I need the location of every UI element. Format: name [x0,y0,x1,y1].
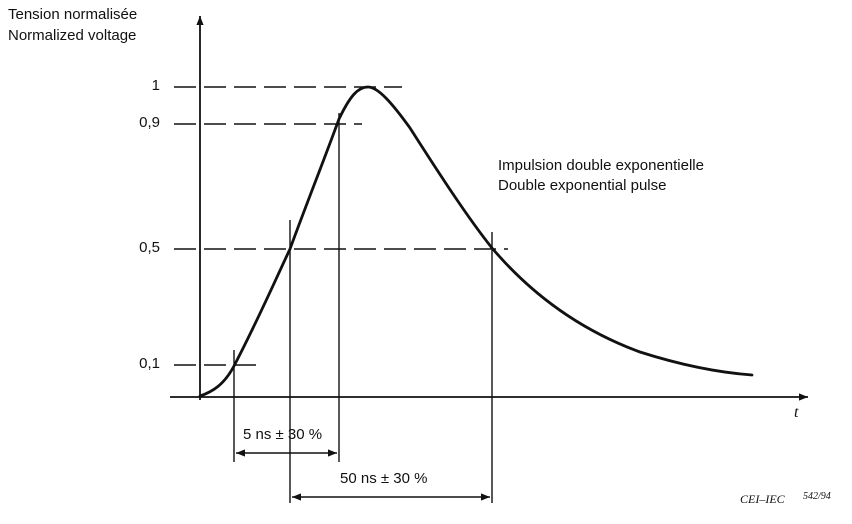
y-axis-label-english: Normalized voltage [8,27,137,44]
x-axis-label: t [794,404,799,421]
rise-time-label: 5 ns ± 30 % [243,426,323,443]
y-tick-label-0-5: 0,5 [139,239,160,256]
pulse-annotation-english: Double exponential pulse [498,177,667,194]
pulse-curve [198,85,754,398]
source-label: CEI–IEC [740,492,785,506]
pulse-annotation-french: Impulsion double exponentielle [498,157,704,174]
pulse-width-label: 50 ns ± 30 % [340,470,428,487]
y-tick-label-1: 1 [151,77,160,94]
y-tick-label-0-9: 0,9 [139,114,160,131]
figure-number: 542/94 [803,491,831,502]
y-tick-label-0-1: 0,1 [139,355,160,372]
y-axis-label-french: Tension normalisée [8,6,138,23]
